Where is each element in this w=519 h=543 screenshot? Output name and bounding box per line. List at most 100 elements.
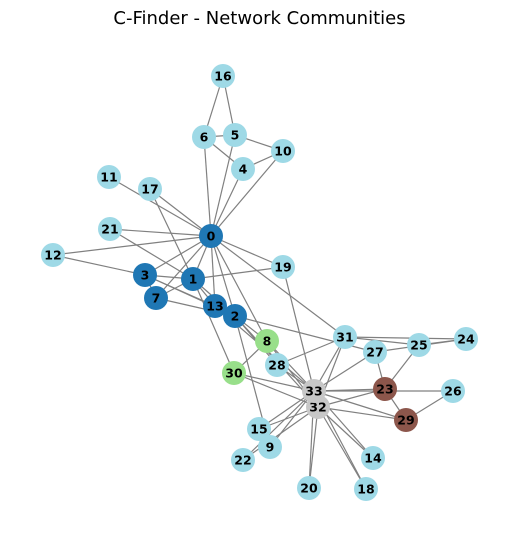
edge-0-7 bbox=[155, 235, 212, 299]
node-circle bbox=[361, 446, 385, 470]
node-21[interactable]: 21 bbox=[98, 217, 122, 241]
node-12[interactable]: 12 bbox=[41, 243, 65, 267]
node-label: 31 bbox=[336, 330, 353, 345]
node-circle bbox=[407, 333, 431, 357]
node-26[interactable]: 26 bbox=[441, 379, 465, 403]
node-17[interactable]: 17 bbox=[138, 177, 162, 201]
edge-0-12 bbox=[52, 235, 212, 256]
node-circle bbox=[138, 177, 162, 201]
node-19[interactable]: 19 bbox=[271, 255, 295, 279]
edge-1-17 bbox=[149, 188, 194, 280]
node-circle bbox=[247, 417, 271, 441]
node-7[interactable]: 7 bbox=[144, 286, 168, 310]
node-circle bbox=[133, 263, 157, 287]
node-circle bbox=[255, 329, 279, 353]
graph-title: C-Finder - Network Communities bbox=[113, 8, 405, 29]
node-circle bbox=[454, 327, 478, 351]
node-label: 14 bbox=[364, 451, 382, 466]
node-circle bbox=[231, 157, 255, 181]
edge-0-8 bbox=[210, 235, 268, 342]
node-4[interactable]: 4 bbox=[231, 157, 255, 181]
node-5[interactable]: 5 bbox=[223, 123, 247, 147]
edge-29-33 bbox=[313, 390, 407, 421]
edge-0-10 bbox=[210, 150, 284, 237]
node-label: 12 bbox=[44, 248, 61, 263]
node-label: 18 bbox=[357, 482, 374, 497]
node-label: 33 bbox=[305, 384, 322, 399]
node-1[interactable]: 1 bbox=[181, 267, 205, 291]
node-label: 17 bbox=[141, 182, 158, 197]
edge-29-32 bbox=[317, 406, 407, 421]
edge-0-21 bbox=[109, 228, 212, 237]
node-27[interactable]: 27 bbox=[363, 340, 387, 364]
node-label: 2 bbox=[231, 309, 240, 324]
node-circle bbox=[363, 340, 387, 364]
node-2[interactable]: 2 bbox=[223, 304, 247, 328]
node-circle bbox=[441, 379, 465, 403]
node-circle bbox=[222, 361, 246, 385]
node-label: 5 bbox=[231, 128, 240, 143]
node-label: 30 bbox=[225, 366, 243, 381]
node-circle bbox=[258, 435, 282, 459]
node-label: 25 bbox=[410, 338, 427, 353]
node-circle bbox=[354, 477, 378, 501]
node-label: 27 bbox=[366, 345, 383, 360]
node-label: 0 bbox=[207, 229, 216, 244]
edge-22-33 bbox=[242, 390, 315, 461]
edge-30-32 bbox=[233, 372, 319, 408]
edge-0-31 bbox=[210, 235, 346, 338]
node-20[interactable]: 20 bbox=[297, 476, 321, 500]
edge-0-2 bbox=[210, 235, 236, 317]
node-circle bbox=[223, 123, 247, 147]
node-14[interactable]: 14 bbox=[361, 446, 385, 470]
node-30[interactable]: 30 bbox=[222, 361, 246, 385]
node-9[interactable]: 9 bbox=[258, 435, 282, 459]
edge-0-17 bbox=[149, 188, 212, 237]
node-circle bbox=[144, 286, 168, 310]
edge-22-32 bbox=[242, 406, 319, 461]
node-10[interactable]: 10 bbox=[271, 139, 295, 163]
node-28[interactable]: 28 bbox=[265, 353, 289, 377]
node-circle bbox=[199, 224, 223, 248]
edge-18-32 bbox=[317, 406, 367, 490]
edge-24-31 bbox=[344, 336, 467, 340]
node-label: 13 bbox=[206, 299, 223, 314]
node-label: 21 bbox=[101, 222, 118, 237]
node-label: 9 bbox=[266, 440, 275, 455]
node-22[interactable]: 22 bbox=[231, 448, 255, 472]
node-16[interactable]: 16 bbox=[211, 64, 235, 88]
node-circle bbox=[181, 267, 205, 291]
node-3[interactable]: 3 bbox=[133, 263, 157, 287]
node-29[interactable]: 29 bbox=[394, 408, 418, 432]
edge-28-31 bbox=[276, 336, 346, 366]
edge-0-11 bbox=[108, 176, 212, 237]
node-15[interactable]: 15 bbox=[247, 417, 271, 441]
node-24[interactable]: 24 bbox=[454, 327, 478, 351]
edge-0-3 bbox=[144, 235, 212, 276]
node-18[interactable]: 18 bbox=[354, 477, 378, 501]
edge-20-32 bbox=[308, 406, 319, 489]
node-label: 10 bbox=[274, 144, 292, 159]
edge-30-33 bbox=[233, 372, 315, 392]
node-label: 11 bbox=[100, 170, 117, 185]
node-label: 23 bbox=[376, 382, 393, 397]
node-circle bbox=[223, 304, 247, 328]
node-33[interactable]: 33 bbox=[302, 379, 326, 403]
node-8[interactable]: 8 bbox=[255, 329, 279, 353]
node-13[interactable]: 13 bbox=[203, 294, 227, 318]
node-label: 20 bbox=[300, 481, 318, 496]
node-11[interactable]: 11 bbox=[97, 165, 121, 189]
node-circle bbox=[394, 408, 418, 432]
node-0[interactable]: 0 bbox=[199, 224, 223, 248]
node-31[interactable]: 31 bbox=[333, 325, 357, 349]
edge-0-6 bbox=[203, 136, 212, 237]
edge-27-33 bbox=[313, 351, 376, 392]
node-circle bbox=[271, 255, 295, 279]
nodes-layer: 0123456789101112131415161718192021222324… bbox=[41, 64, 478, 501]
node-25[interactable]: 25 bbox=[407, 333, 431, 357]
node-label: 26 bbox=[444, 384, 462, 399]
node-label: 6 bbox=[200, 130, 209, 145]
node-6[interactable]: 6 bbox=[192, 125, 216, 149]
node-circle bbox=[297, 476, 321, 500]
node-23[interactable]: 23 bbox=[373, 377, 397, 401]
